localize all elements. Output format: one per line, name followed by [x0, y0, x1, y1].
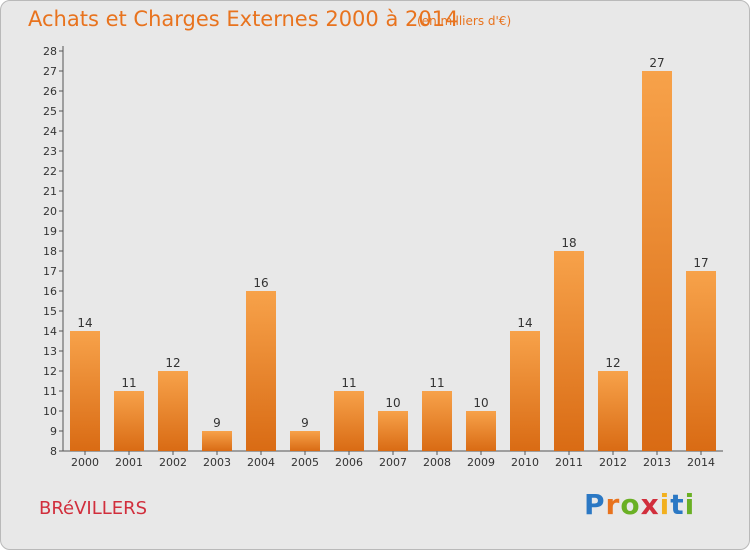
- data-label: 10: [473, 396, 488, 410]
- x-tick-label: 2006: [335, 456, 363, 469]
- bar: [642, 71, 672, 451]
- y-tick-label: 16: [43, 285, 57, 298]
- chart-subtitle: (en milliers d'€): [417, 14, 512, 28]
- bar: [598, 371, 628, 451]
- logo-letter: x: [640, 488, 660, 521]
- y-tick-label: 20: [43, 205, 57, 218]
- data-label: 14: [77, 316, 92, 330]
- bar: [334, 391, 364, 451]
- x-tick-label: 2004: [247, 456, 275, 469]
- data-label: 12: [605, 356, 620, 370]
- x-tick-label: 2010: [511, 456, 539, 469]
- bar: [114, 391, 144, 451]
- x-tick-label: 2008: [423, 456, 451, 469]
- x-tick-label: 2000: [71, 456, 99, 469]
- bar: [378, 411, 408, 451]
- proxiti-logo: Proxiti: [584, 488, 695, 521]
- y-tick-label: 11: [43, 385, 57, 398]
- y-tick-label: 28: [43, 45, 57, 58]
- x-tick-label: 2014: [687, 456, 715, 469]
- x-tick-label: 2011: [555, 456, 583, 469]
- y-tick-label: 15: [43, 305, 57, 318]
- x-tick-label: 2005: [291, 456, 319, 469]
- logo-letter: t: [670, 488, 685, 521]
- bar: [70, 331, 100, 451]
- y-tick-label: 23: [43, 145, 57, 158]
- x-tick-label: 2013: [643, 456, 671, 469]
- bar: [554, 251, 584, 451]
- city-name: BRéVILLERS: [39, 498, 148, 519]
- x-tick-label: 2003: [203, 456, 231, 469]
- y-tick-label: 17: [43, 265, 57, 278]
- y-tick-label: 24: [43, 125, 57, 138]
- y-tick-label: 21: [43, 185, 57, 198]
- bar: [466, 411, 496, 451]
- data-label: 17: [693, 256, 708, 270]
- data-label: 11: [121, 376, 136, 390]
- bar: [686, 271, 716, 451]
- logo-letter: P: [584, 488, 606, 521]
- logo-letter: o: [620, 488, 641, 521]
- y-tick-label: 14: [43, 325, 57, 338]
- bar: [510, 331, 540, 451]
- data-label: 11: [341, 376, 356, 390]
- chart-title: Achats et Charges Externes 2000 à 2014: [28, 7, 459, 31]
- y-tick-label: 12: [43, 365, 57, 378]
- bar: [246, 291, 276, 451]
- y-tick-label: 18: [43, 245, 57, 258]
- data-label: 10: [385, 396, 400, 410]
- y-tick-label: 26: [43, 85, 57, 98]
- y-tick-label: 13: [43, 345, 57, 358]
- y-tick-label: 25: [43, 105, 57, 118]
- y-tick-label: 27: [43, 65, 57, 78]
- x-tick-label: 2007: [379, 456, 407, 469]
- y-tick-label: 22: [43, 165, 57, 178]
- logo-letter: i: [659, 488, 671, 521]
- data-label: 9: [301, 416, 309, 430]
- y-tick-label: 19: [43, 225, 57, 238]
- y-tick-label: 8: [50, 445, 57, 458]
- x-tick-label: 2001: [115, 456, 143, 469]
- logo-letter: r: [605, 488, 621, 521]
- data-label: 18: [561, 236, 576, 250]
- data-label: 27: [649, 56, 664, 70]
- bar: [202, 431, 232, 451]
- data-label: 11: [429, 376, 444, 390]
- logo-letter: i: [684, 488, 696, 521]
- data-label: 16: [253, 276, 268, 290]
- bar: [290, 431, 320, 451]
- x-tick-label: 2002: [159, 456, 187, 469]
- data-label: 14: [517, 316, 532, 330]
- data-label: 9: [213, 416, 221, 430]
- y-tick-label: 10: [43, 405, 57, 418]
- data-label: 12: [165, 356, 180, 370]
- x-tick-label: 2012: [599, 456, 627, 469]
- bar: [158, 371, 188, 451]
- y-tick-label: 9: [50, 425, 57, 438]
- bar: [422, 391, 452, 451]
- x-tick-label: 2009: [467, 456, 495, 469]
